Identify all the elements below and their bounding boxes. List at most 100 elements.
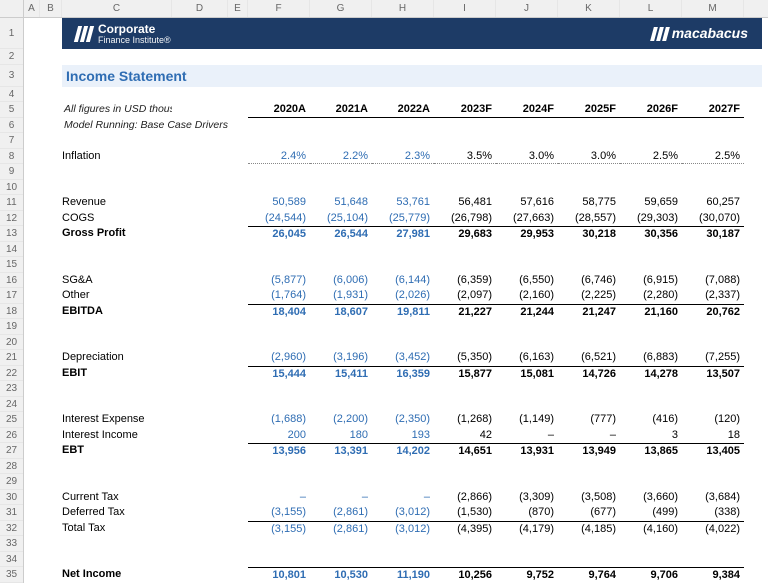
row-header-31[interactable]: 31	[0, 505, 23, 521]
spreadsheet: 1234567891011121314151617181920212223242…	[0, 0, 768, 583]
row-header-22[interactable]: 22	[0, 366, 23, 382]
value-cell: 53,761	[372, 195, 434, 211]
column-headers: ABCDEFGHIJKLM	[24, 0, 768, 18]
row-header-20[interactable]: 20	[0, 335, 23, 351]
col-header-E[interactable]: E	[228, 0, 248, 17]
col-header-L[interactable]: L	[620, 0, 682, 17]
row-3: Income Statement	[24, 65, 768, 87]
row-header-2[interactable]: 2	[0, 49, 23, 65]
value-cell: 10,256	[434, 567, 496, 583]
value-cell: 18,607	[310, 304, 372, 320]
value-cell: 14,202	[372, 443, 434, 459]
row-label: Other	[62, 288, 172, 304]
row-header-17[interactable]: 17	[0, 288, 23, 304]
col-header-D[interactable]: D	[172, 0, 228, 17]
row-header-13[interactable]: 13	[0, 226, 23, 242]
row-header-18[interactable]: 18	[0, 304, 23, 320]
row-header-1[interactable]: 1	[0, 18, 23, 49]
value-cell: 3.5%	[434, 149, 496, 165]
row-header-26[interactable]: 26	[0, 428, 23, 444]
row-label: Inflation	[62, 149, 172, 165]
row-header-3[interactable]: 3	[0, 65, 23, 87]
row-header-30[interactable]: 30	[0, 490, 23, 506]
col-header-M[interactable]: M	[682, 0, 744, 17]
value-cell: (3,660)	[620, 490, 682, 506]
col-header-J[interactable]: J	[496, 0, 558, 17]
value-cell: (120)	[682, 412, 744, 428]
row-header-11[interactable]: 11	[0, 195, 23, 211]
row-header-35[interactable]: 35	[0, 567, 23, 583]
row-header-23[interactable]: 23	[0, 381, 23, 397]
logo-text-2: Finance Institute®	[98, 35, 171, 45]
value-cell: (3,684)	[682, 490, 744, 506]
value-cell: (25,779)	[372, 211, 434, 227]
value-cell: (338)	[682, 505, 744, 521]
value-cell: (26,798)	[434, 211, 496, 227]
value-cell: (6,006)	[310, 273, 372, 289]
logo-cfi: Corporate Finance Institute®	[76, 23, 171, 45]
value-cell: (499)	[620, 505, 682, 521]
row-header-9[interactable]: 9	[0, 164, 23, 180]
value-cell: (2,200)	[310, 412, 372, 428]
row-header-12[interactable]: 12	[0, 211, 23, 227]
value-cell: (4,160)	[620, 521, 682, 537]
row-header-32[interactable]: 32	[0, 521, 23, 537]
value-cell: (2,225)	[558, 288, 620, 304]
col-header-G[interactable]: G	[310, 0, 372, 17]
note-text: All figures in USD thousands unless stat…	[62, 102, 172, 118]
row-header-7[interactable]: 7	[0, 133, 23, 149]
row-header-33[interactable]: 33	[0, 536, 23, 552]
row-header-10[interactable]: 10	[0, 180, 23, 196]
value-cell: 50,589	[248, 195, 310, 211]
value-cell: (1,764)	[248, 288, 310, 304]
row-header-4[interactable]: 4	[0, 87, 23, 103]
col-header-F[interactable]: F	[248, 0, 310, 17]
col-header-C[interactable]: C	[62, 0, 172, 17]
row-header-15[interactable]: 15	[0, 257, 23, 273]
row-header-8[interactable]: 8	[0, 149, 23, 165]
value-cell: 14,726	[558, 366, 620, 382]
year-header: 2020A	[248, 102, 310, 118]
value-cell: 180	[310, 428, 372, 444]
value-cell: 9,384	[682, 567, 744, 583]
row-header-19[interactable]: 19	[0, 319, 23, 335]
value-cell: 9,706	[620, 567, 682, 583]
value-cell: (4,395)	[434, 521, 496, 537]
value-cell: (2,097)	[434, 288, 496, 304]
row-header-24[interactable]: 24	[0, 397, 23, 413]
row-header-14[interactable]: 14	[0, 242, 23, 258]
col-header-H[interactable]: H	[372, 0, 434, 17]
value-cell: 13,391	[310, 443, 372, 459]
row-header-28[interactable]: 28	[0, 459, 23, 475]
row-header-25[interactable]: 25	[0, 412, 23, 428]
value-cell: 27,981	[372, 226, 434, 242]
value-cell: (4,185)	[558, 521, 620, 537]
value-cell: (677)	[558, 505, 620, 521]
year-header: 2026F	[620, 102, 682, 118]
value-cell: 3	[620, 428, 682, 444]
row-header-16[interactable]: 16	[0, 273, 23, 289]
value-cell: 3.0%	[496, 149, 558, 165]
value-cell: 14,278	[620, 366, 682, 382]
grid[interactable]: Corporate Finance Institute® macabacus I…	[24, 18, 768, 583]
row-header-5[interactable]: 5	[0, 102, 23, 118]
row-header-34[interactable]: 34	[0, 552, 23, 568]
row-header-6[interactable]: 6	[0, 118, 23, 134]
year-header: 2023F	[434, 102, 496, 118]
value-cell: (1,268)	[434, 412, 496, 428]
row-header-21[interactable]: 21	[0, 350, 23, 366]
row-header-27[interactable]: 27	[0, 443, 23, 459]
value-cell: 30,218	[558, 226, 620, 242]
year-header: 2027F	[682, 102, 744, 118]
row-header-29[interactable]: 29	[0, 474, 23, 490]
col-header-B[interactable]: B	[40, 0, 62, 17]
value-cell: 30,356	[620, 226, 682, 242]
select-all-corner[interactable]	[0, 0, 23, 18]
value-cell: (6,746)	[558, 273, 620, 289]
col-header-K[interactable]: K	[558, 0, 620, 17]
value-cell: (2,861)	[310, 521, 372, 537]
col-header-I[interactable]: I	[434, 0, 496, 17]
col-header-A[interactable]: A	[24, 0, 40, 17]
logo-bars-icon	[74, 26, 94, 42]
row-label: EBIT	[62, 366, 172, 382]
